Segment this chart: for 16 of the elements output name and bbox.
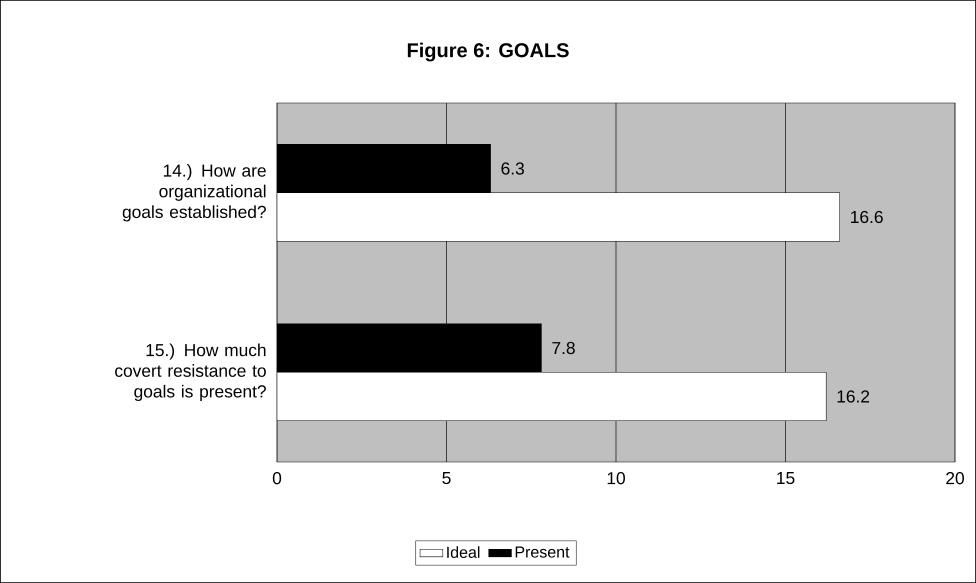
y-tick-label: 14.) How are organizational goals established? [122, 164, 266, 222]
data-label: 7.8 [552, 342, 575, 354]
legend-label: Present [516, 546, 570, 558]
chart-title: Figure 6: GOALS [408, 42, 569, 62]
x-tick-label: 15 [777, 472, 794, 484]
data-label: 6.3 [501, 162, 524, 175]
data-label: 16.2 [838, 390, 870, 403]
x-tick-label: 0 [272, 472, 282, 484]
bar [277, 372, 826, 421]
bar [277, 192, 840, 242]
x-tick-label: 10 [608, 472, 625, 484]
x-tick-label: 5 [442, 472, 451, 484]
data-label: 16.6 [851, 210, 883, 224]
x-tick-label: 20 [946, 472, 964, 484]
y-tick-label: 15.) How much covert resistance to goals is present? [115, 344, 266, 401]
legend-label: Ideal [447, 546, 480, 558]
